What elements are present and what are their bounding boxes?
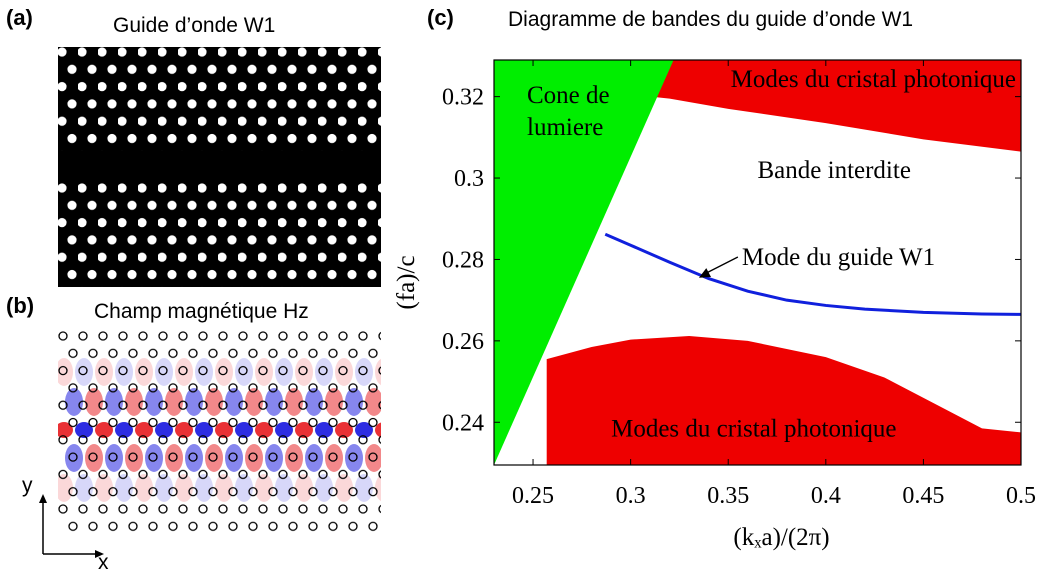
upper-crystal-modes-region — [630, 60, 1021, 152]
y-tick-label: 0.26 — [442, 329, 484, 355]
band-gap-label: Bande interdite — [758, 157, 911, 184]
panel-b-letter: (b) — [6, 293, 35, 318]
upper-crystal-modes-label: Modes du cristal photonique — [731, 66, 1016, 93]
x-tick-label: 0.5 — [1006, 483, 1036, 509]
plot-frame — [493, 59, 1022, 466]
x-tick-label: 0.25 — [512, 483, 554, 509]
crystal-w1-image — [58, 47, 381, 287]
axis-y-label: y — [22, 474, 33, 497]
light-cone-label: lumiere — [527, 114, 603, 141]
lower-crystal-modes-region — [546, 335, 1021, 465]
annotation-arrow — [704, 256, 739, 275]
light-cone-label: Cone de — [527, 82, 610, 109]
y-tick-label: 0.28 — [442, 247, 484, 273]
guide-mode-curve — [604, 232, 1022, 316]
xy-axes-indicator — [39, 494, 104, 558]
x-tick-label: 0.35 — [707, 483, 749, 509]
hz-field-map — [58, 330, 381, 538]
x-tick-label: 0.4 — [811, 483, 841, 509]
annotation-arrowhead — [698, 268, 712, 278]
panel-c-title: Diagramme de bandes du guide d’onde W1 — [508, 8, 914, 31]
lower-crystal-modes-label: Modes du cristal photonique — [611, 416, 896, 443]
band-diagram-chart: 0.25 0.3 0.35 0.4 0.45 0.5 0.24 0.26 0.28 0.3 0.32… — [393, 59, 1036, 551]
light-cone-region — [494, 60, 674, 465]
y-tick-label: 0.3 — [454, 166, 484, 192]
axis-x-label: x — [98, 551, 109, 574]
panel-a-letter: (a) — [6, 5, 33, 30]
panel-c-letter: (c) — [427, 5, 454, 30]
y-axis-label: (fa)/c — [393, 255, 420, 309]
x-axis-label: (kₓa)/(2π) — [733, 524, 829, 551]
x-tick-label: 0.45 — [902, 483, 944, 509]
guide-mode-annotation: Mode du guide W1 — [742, 244, 935, 271]
panel-b-title: Champ magnétique Hz — [94, 300, 309, 323]
y-tick-label: 0.24 — [442, 410, 484, 436]
x-tick-label: 0.3 — [616, 483, 646, 509]
panel-a-title: Guide d’onde W1 — [113, 14, 276, 37]
y-tick-label: 0.32 — [442, 85, 484, 111]
